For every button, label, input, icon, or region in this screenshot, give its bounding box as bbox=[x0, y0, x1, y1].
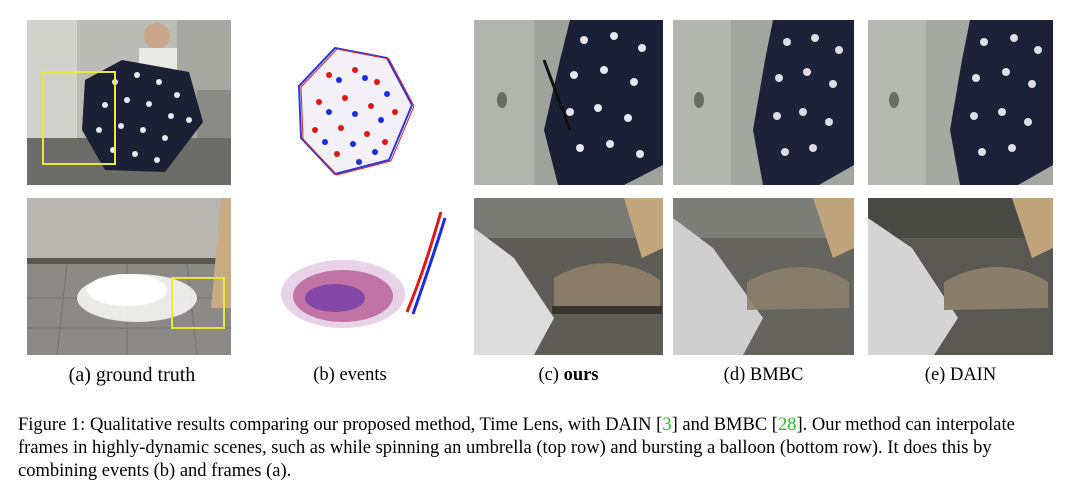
panel-label-e: (e) DAIN bbox=[924, 365, 997, 385]
citation-link[interactable]: 28 bbox=[777, 415, 797, 435]
image-ground-truth-umbrella bbox=[27, 20, 231, 185]
image-dain-umbrella bbox=[868, 20, 1053, 185]
citation-link[interactable]: 3 bbox=[662, 415, 672, 435]
panel-label-b: (b) events bbox=[313, 365, 387, 385]
image-ground-truth-balloon bbox=[27, 198, 231, 355]
image-ours-umbrella bbox=[474, 20, 663, 185]
image-dain-balloon bbox=[868, 198, 1053, 355]
panel-label-text: events bbox=[339, 365, 387, 385]
panel-label-c: (c) ours bbox=[538, 365, 599, 385]
image-ours-balloon bbox=[474, 198, 663, 355]
panel-label-text: BMBC bbox=[749, 365, 804, 385]
panel-label-text: ours bbox=[563, 365, 599, 385]
image-bmbc-umbrella bbox=[673, 20, 854, 185]
panel-label-text: ground truth bbox=[95, 364, 196, 386]
panel-label-a: (a) ground truth bbox=[68, 364, 196, 386]
image-bmbc-balloon bbox=[673, 198, 854, 355]
panel-label-d: (d) BMBC bbox=[723, 365, 804, 385]
image-events-balloon bbox=[255, 208, 448, 338]
panel-label-text: DAIN bbox=[949, 365, 997, 385]
image-events-umbrella bbox=[259, 20, 445, 185]
figure-caption: Figure 1: Qualitative results comparing … bbox=[18, 415, 1015, 481]
